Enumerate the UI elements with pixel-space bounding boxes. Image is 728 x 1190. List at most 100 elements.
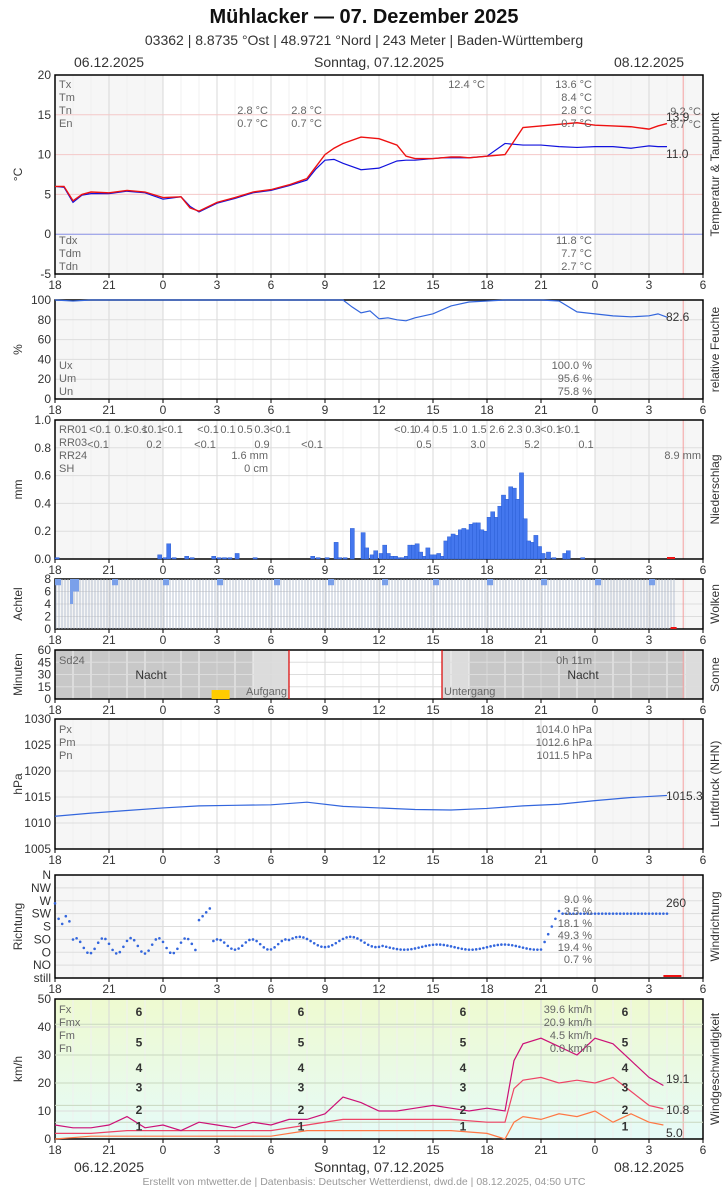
wind-direction-point [528, 947, 532, 951]
y-axis-label: Achtel [11, 587, 25, 620]
wind-direction-point [633, 912, 636, 915]
y-axis-label: °C [11, 167, 25, 181]
y-tick-label: 1010 [24, 816, 51, 830]
chart-label: 1014.0 hPa [536, 724, 593, 736]
wind-direction-point [377, 945, 381, 949]
wind-direction-point [525, 947, 528, 950]
chart-label: <0.1 [87, 439, 109, 451]
chart-label: <0.1 [126, 424, 148, 436]
wind-direction-point [132, 938, 136, 942]
wind-direction-point [622, 912, 626, 915]
y-tick-label: 0 [44, 622, 51, 636]
beaufort-label: 2 [622, 1103, 629, 1117]
wind-direction-point [251, 938, 255, 941]
y-tick-label: NW [31, 881, 52, 895]
chart-label: 7.7 °C [561, 248, 592, 260]
wind-direction-point [309, 939, 312, 943]
x-tick-label: 0 [160, 563, 167, 577]
wind-direction-point [413, 947, 417, 950]
wind-direction-point [442, 943, 446, 947]
precip-bar [189, 557, 195, 560]
panel-title: relative Feuchte [708, 306, 722, 392]
wind-direction-point [230, 947, 233, 950]
beaufort-label: 5 [298, 1036, 305, 1050]
wind-direction-point [665, 912, 669, 915]
beaufort-label: 5 [136, 1036, 143, 1050]
y-tick-label: 1015 [24, 790, 51, 804]
beaufort-label: 4 [136, 1061, 143, 1075]
wind-direction-point [600, 912, 604, 915]
precip-bar [222, 557, 227, 560]
panel-sunshine [54, 649, 704, 703]
y-tick-label: 1020 [24, 764, 51, 778]
wind-direction-point [316, 943, 320, 947]
wind-direction-point [388, 946, 392, 949]
wind-direction-point [478, 947, 482, 951]
x-tick-label: 3 [646, 703, 653, 717]
wind-direction-point [431, 943, 435, 947]
wind-direction-point [467, 948, 471, 951]
wind-direction-point [482, 946, 485, 950]
station-info: 03362 | 8.8735 °Ost | 48.9721 °Nord | 24… [144, 32, 584, 48]
last-wind-direction: 260 [666, 896, 686, 910]
x-tick-label: 18 [48, 278, 62, 292]
chart-label: 13.6 °C [555, 79, 592, 91]
wind-direction-point [262, 946, 266, 949]
wind-direction-point [399, 948, 402, 951]
chart-label: 0.7 °C [237, 118, 268, 130]
wind-direction-point [222, 941, 226, 944]
beaufort-label: 5 [622, 1036, 629, 1050]
series-Fm [55, 1076, 664, 1135]
precip-bar [234, 553, 240, 560]
wind-direction-point [140, 950, 143, 953]
x-tick-label: 6 [700, 563, 707, 577]
wind-direction-point [327, 945, 330, 948]
wind-direction-point [356, 937, 359, 940]
x-tick-label: 18 [480, 403, 494, 417]
x-tick-label: 3 [646, 563, 653, 577]
wind-direction-point [204, 911, 208, 914]
wind-direction-point [593, 912, 597, 915]
precip-bar [350, 528, 355, 560]
x-tick-label: 0 [160, 982, 167, 996]
wind-direction-point [438, 943, 442, 946]
legend-Un: Un [59, 386, 73, 398]
legend-Tm: Tm [59, 92, 75, 104]
x-tick-label: 12 [372, 703, 386, 717]
chart-label: 0.1 [578, 439, 593, 451]
y-tick-label: 0.2 [34, 524, 51, 538]
chart-label: 1.5 [471, 424, 486, 436]
wind-direction-point [543, 940, 546, 944]
y-tick-label: 0.4 [34, 496, 51, 510]
sunrise-label: Aufgang [246, 686, 287, 698]
x-tick-label: 9 [322, 703, 329, 717]
wind-direction-point [75, 936, 78, 940]
wind-direction-point [647, 912, 651, 915]
x-tick-label: 15 [426, 982, 440, 996]
y-tick-label: S [43, 920, 51, 934]
wind-direction-point [194, 948, 197, 952]
x-tick-label: 21 [102, 563, 116, 577]
legend-Fn: Fn [59, 1043, 72, 1055]
y-tick-label: 10 [38, 148, 52, 162]
wind-direction-point [96, 941, 100, 944]
chart-label: 75.8 % [558, 386, 592, 398]
wind-direction-point [53, 902, 57, 905]
wind-direction-point [618, 912, 622, 915]
y-tick-label: 0 [44, 227, 51, 241]
y-tick-label: 0.6 [34, 469, 51, 483]
wind-direction-point [183, 937, 186, 940]
last-dewpoint: 11.0 [666, 147, 689, 161]
wind-direction-point [118, 950, 122, 954]
wind-direction-point [539, 948, 543, 951]
panel-title: Windgeschwindigkeit [708, 1012, 722, 1125]
x-tick-label: 3 [646, 1143, 653, 1157]
wind-direction-point [89, 951, 93, 955]
y-tick-label: 10 [38, 1104, 52, 1118]
wind-direction-point [561, 912, 564, 915]
wind-direction-point [500, 943, 503, 946]
chart-label: 95.6 % [558, 373, 592, 385]
wind-direction-point [604, 912, 608, 915]
chart-label: 2.8 °C [237, 105, 268, 117]
x-tick-label: 6 [268, 1143, 275, 1157]
